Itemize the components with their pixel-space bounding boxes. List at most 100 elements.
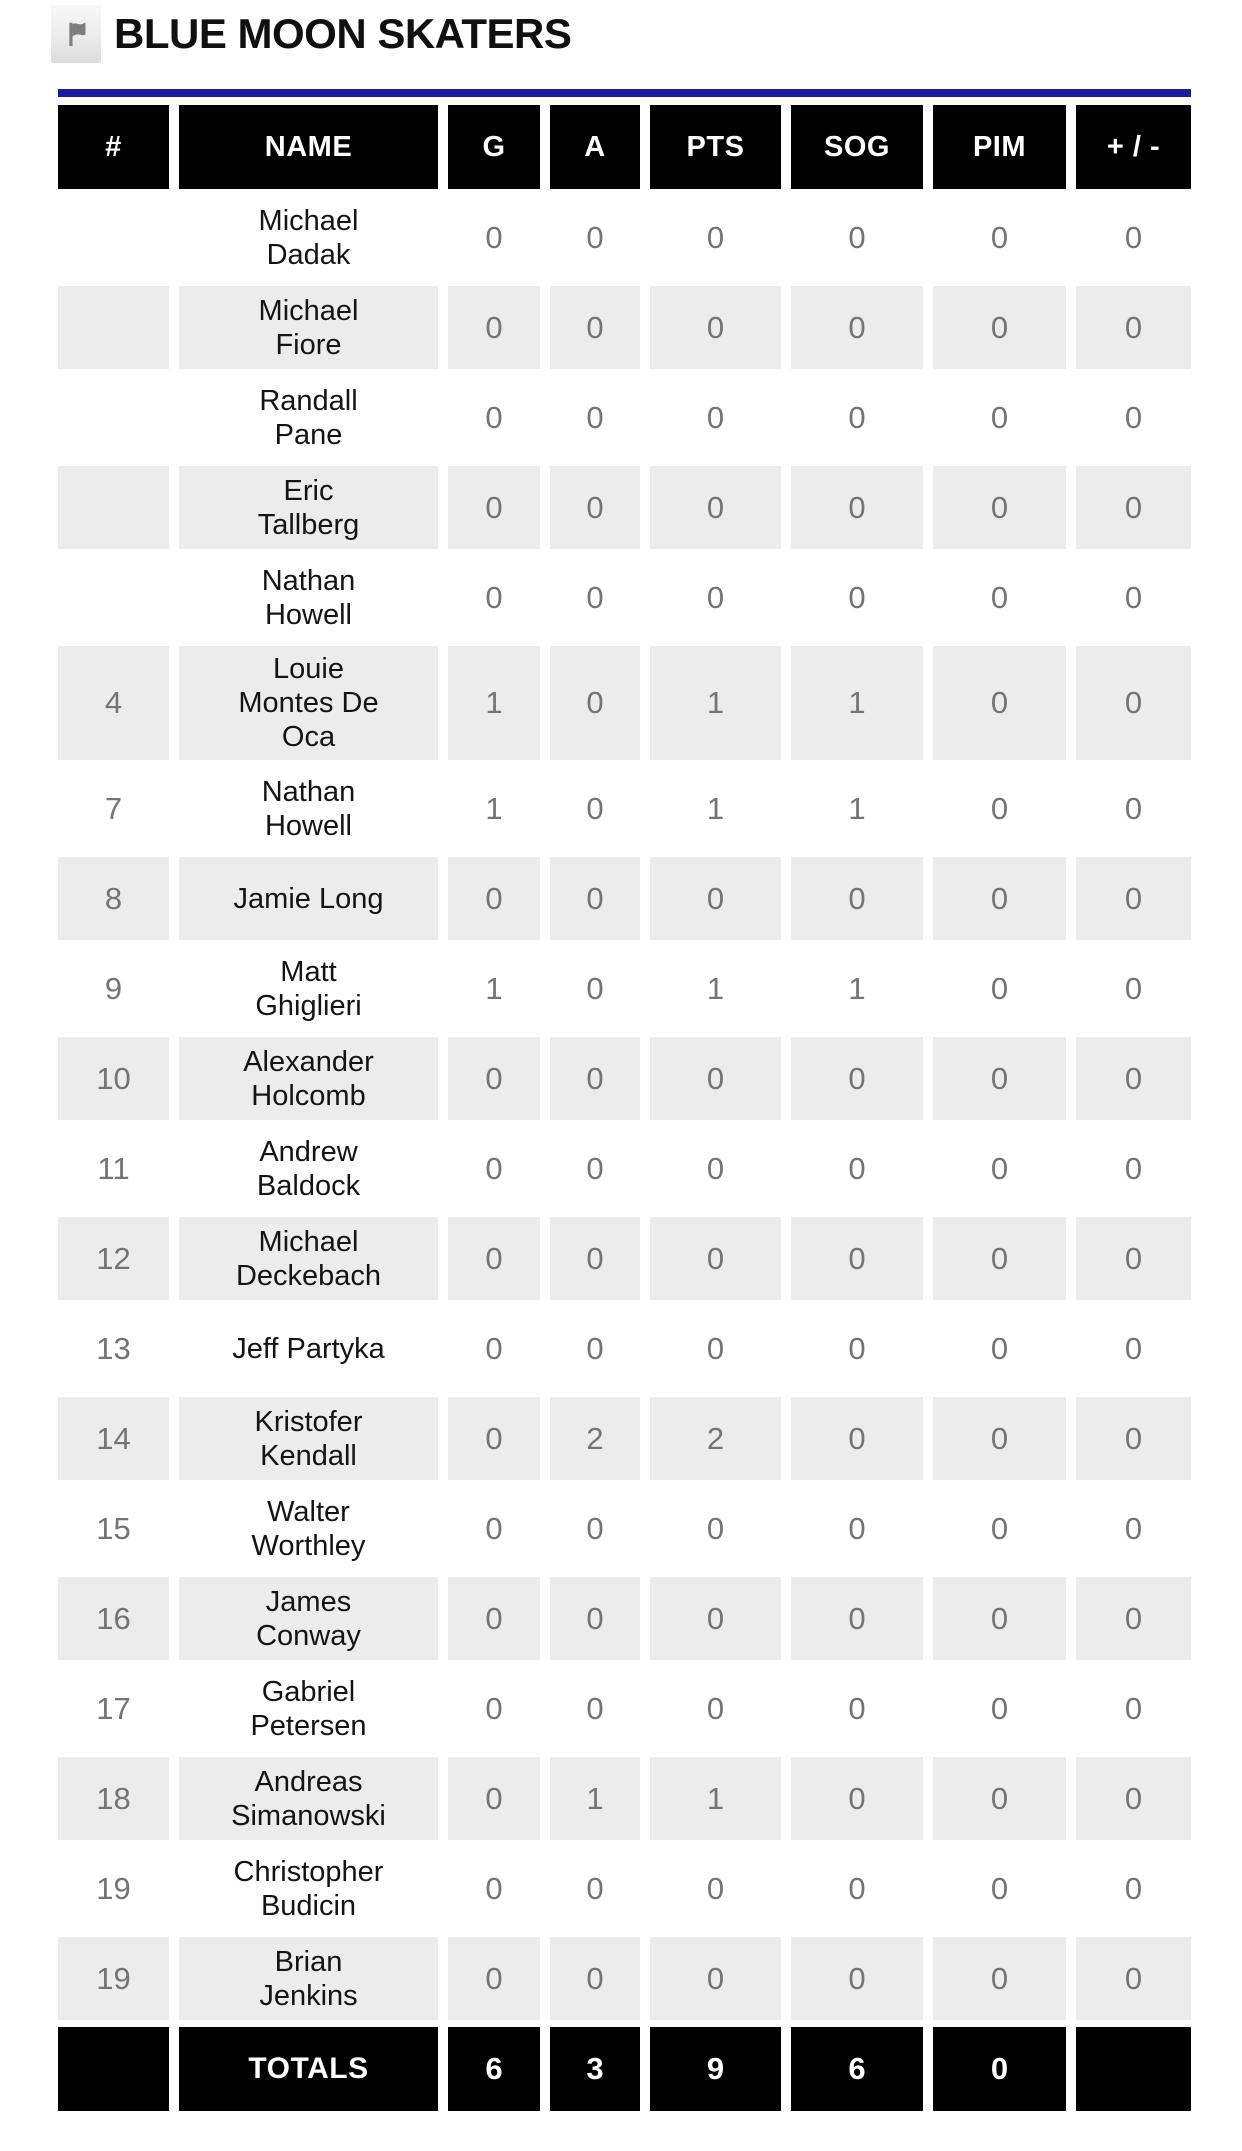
player-number-cell: 12	[58, 1217, 169, 1300]
totals-plusminus-cell	[1076, 2027, 1191, 2111]
stat-points-cell: 0	[650, 196, 781, 279]
table-row: 10 Alexander Holcomb 0 0 0 0 0 0	[58, 1037, 1191, 1120]
totals-assists-cell: 3	[550, 2027, 640, 2111]
stat-sog-cell: 0	[791, 1307, 923, 1390]
player-name-cell: Michael Dadak	[179, 196, 438, 279]
stat-sog-cell: 0	[791, 1217, 923, 1300]
player-name-cell: Andreas Simanowski	[179, 1757, 438, 1840]
table-row: Michael Fiore 0 0 0 0 0 0	[58, 286, 1191, 369]
table-row: 15 Walter Worthley 0 0 0 0 0 0	[58, 1487, 1191, 1570]
col-header-assists: A	[550, 105, 640, 189]
stat-pim-cell: 0	[933, 767, 1066, 850]
player-name-cell: Jamie Long	[179, 857, 438, 940]
stat-sog-cell: 0	[791, 1937, 923, 2020]
stat-assists-cell: 0	[550, 857, 640, 940]
stat-assists-cell: 0	[550, 1577, 640, 1660]
player-name-cell: Gabriel Petersen	[179, 1667, 438, 1750]
stat-pim-cell: 0	[933, 1307, 1066, 1390]
totals-points-cell: 9	[650, 2027, 781, 2111]
player-number-cell: 15	[58, 1487, 169, 1570]
stat-assists-cell: 0	[550, 1127, 640, 1210]
stat-pim-cell: 0	[933, 1397, 1066, 1480]
team-title: BLUE MOON SKATERS	[114, 10, 572, 57]
stat-points-cell: 0	[650, 466, 781, 549]
stat-goals-cell: 1	[448, 947, 540, 1030]
stat-assists-cell: 0	[550, 376, 640, 459]
stat-sog-cell: 0	[791, 1037, 923, 1120]
stat-points-cell: 0	[650, 556, 781, 639]
stat-assists-cell: 0	[550, 1937, 640, 2020]
stat-sog-cell: 0	[791, 857, 923, 940]
player-name-cell: James Conway	[179, 1577, 438, 1660]
stat-points-cell: 0	[650, 1037, 781, 1120]
stat-assists-cell: 1	[550, 1757, 640, 1840]
stat-goals-cell: 0	[448, 1847, 540, 1930]
stat-assists-cell: 0	[550, 767, 640, 850]
stat-assists-cell: 2	[550, 1397, 640, 1480]
stat-points-cell: 0	[650, 857, 781, 940]
stat-goals-cell: 0	[448, 857, 540, 940]
page: BLUE MOON SKATERS # NAME G A PTS SOG PIM…	[0, 4, 1242, 2111]
table-row: Michael Dadak 0 0 0 0 0 0	[58, 196, 1191, 279]
player-number-cell: 16	[58, 1577, 169, 1660]
stat-plusminus-cell: 0	[1076, 1487, 1191, 1570]
col-header-sog: SOG	[791, 105, 923, 189]
stat-points-cell: 1	[650, 1757, 781, 1840]
stat-sog-cell: 0	[791, 1127, 923, 1210]
table-row: 19 Brian Jenkins 0 0 0 0 0 0	[58, 1937, 1191, 2020]
stat-assists-cell: 0	[550, 646, 640, 760]
stat-assists-cell: 0	[550, 947, 640, 1030]
stat-goals-cell: 0	[448, 196, 540, 279]
stat-sog-cell: 0	[791, 1397, 923, 1480]
stat-pim-cell: 0	[933, 646, 1066, 760]
stat-goals-cell: 0	[448, 556, 540, 639]
stat-goals-cell: 0	[448, 1667, 540, 1750]
table-row: 13 Jeff Partyka 0 0 0 0 0 0	[58, 1307, 1191, 1390]
stat-assists-cell: 0	[550, 196, 640, 279]
player-number-cell: 17	[58, 1667, 169, 1750]
stat-plusminus-cell: 0	[1076, 857, 1191, 940]
player-name-cell: Andrew Baldock	[179, 1127, 438, 1210]
player-name-cell: Brian Jenkins	[179, 1937, 438, 2020]
flag-icon	[51, 5, 101, 63]
table-row: 19 Christopher Budicin 0 0 0 0 0 0	[58, 1847, 1191, 1930]
stat-sog-cell: 1	[791, 947, 923, 1030]
player-number-cell: 18	[58, 1757, 169, 1840]
player-number-cell: 11	[58, 1127, 169, 1210]
stat-goals-cell: 0	[448, 1307, 540, 1390]
table-row: 14 Kristofer Kendall 0 2 2 0 0 0	[58, 1397, 1191, 1480]
totals-number-cell	[58, 2027, 169, 2111]
player-number-cell	[58, 556, 169, 639]
player-name-cell: Alexander Holcomb	[179, 1037, 438, 1120]
table-row: 7 Nathan Howell 1 0 1 1 0 0	[58, 767, 1191, 850]
stat-plusminus-cell: 0	[1076, 1127, 1191, 1210]
stat-pim-cell: 0	[933, 1577, 1066, 1660]
stat-goals-cell: 0	[448, 1577, 540, 1660]
stat-pim-cell: 0	[933, 1037, 1066, 1120]
player-name-cell: Jeff Partyka	[179, 1307, 438, 1390]
stat-points-cell: 0	[650, 376, 781, 459]
stat-assists-cell: 0	[550, 1847, 640, 1930]
table-row: 16 James Conway 0 0 0 0 0 0	[58, 1577, 1191, 1660]
col-header-plusminus: + / -	[1076, 105, 1191, 189]
col-header-number: #	[58, 105, 169, 189]
stat-goals-cell: 0	[448, 286, 540, 369]
stat-sog-cell: 1	[791, 767, 923, 850]
stat-plusminus-cell: 0	[1076, 1037, 1191, 1120]
stat-points-cell: 0	[650, 1217, 781, 1300]
stat-plusminus-cell: 0	[1076, 1847, 1191, 1930]
player-number-cell: 7	[58, 767, 169, 850]
stat-goals-cell: 0	[448, 376, 540, 459]
player-number-cell: 9	[58, 947, 169, 1030]
stat-pim-cell: 0	[933, 1937, 1066, 2020]
stat-plusminus-cell: 0	[1076, 1397, 1191, 1480]
stat-assists-cell: 0	[550, 1037, 640, 1120]
table-row: 9 Matt Ghiglieri 1 0 1 1 0 0	[58, 947, 1191, 1030]
player-number-cell: 13	[58, 1307, 169, 1390]
table-row: Randall Pane 0 0 0 0 0 0	[58, 376, 1191, 459]
player-name-cell: Eric Tallberg	[179, 466, 438, 549]
col-header-name: NAME	[179, 105, 438, 189]
stat-pim-cell: 0	[933, 556, 1066, 639]
stat-sog-cell: 0	[791, 286, 923, 369]
table-row: Eric Tallberg 0 0 0 0 0 0	[58, 466, 1191, 549]
